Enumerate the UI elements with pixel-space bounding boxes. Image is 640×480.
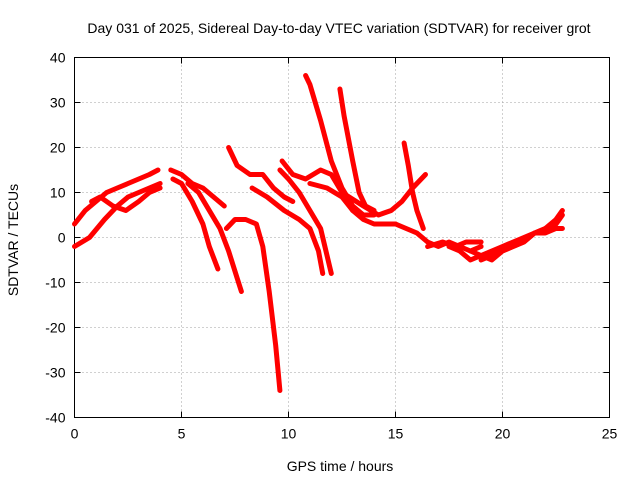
x-tick-label: 0 [71, 426, 79, 442]
y-tick-label: -20 [45, 320, 65, 336]
y-tick-label: 30 [50, 95, 66, 111]
series-trace-18 [425, 239, 484, 249]
series-trace-15 [401, 140, 426, 231]
series-trace-16 [339, 172, 428, 218]
series-trace-5 [170, 176, 221, 272]
y-tick-label: 20 [50, 140, 66, 156]
series-trace-1 [72, 167, 161, 227]
grid [74, 57, 610, 418]
series-trace-19 [446, 212, 565, 263]
y-tick-label: -30 [45, 365, 65, 381]
axis-ticks [74, 57, 610, 418]
y-tick-label: 0 [58, 230, 66, 246]
series-trace-20 [467, 208, 565, 258]
y-axis-label: SDTVAR / TECUs [5, 184, 21, 296]
x-tick-labels: 0 5 10 15 20 25 [71, 426, 618, 442]
x-tick-label: 20 [495, 426, 511, 442]
series-trace-14 [307, 181, 398, 227]
x-axis-label: GPS time / hours [287, 458, 394, 474]
y-tick-label: -40 [45, 410, 65, 426]
series-trace-9 [249, 185, 326, 276]
y-tick-label: 10 [50, 185, 66, 201]
y-tick-label: -10 [45, 275, 65, 291]
series-trace-6 [185, 181, 244, 294]
y-tick-labels: -40 -30 -20 -10 0 10 20 30 40 [45, 50, 65, 426]
x-tick-label: 5 [178, 426, 186, 442]
series-trace-8 [226, 145, 296, 204]
series-trace-2 [72, 181, 163, 249]
data-traces [72, 73, 565, 393]
series-trace-4 [168, 167, 227, 209]
series-trace-10 [277, 167, 334, 276]
x-tick-label: 15 [388, 426, 404, 442]
series-trace-17 [393, 221, 484, 254]
x-tick-label: 25 [602, 426, 618, 442]
series-trace-21 [478, 226, 565, 263]
series-trace-3 [89, 185, 163, 213]
y-tick-label: 40 [50, 50, 66, 66]
series-trace-12 [303, 73, 377, 218]
x-tick-label: 10 [281, 426, 297, 442]
series-trace-7 [223, 217, 283, 393]
chart-title: Day 031 of 2025, Sidereal Day-to-day VTE… [87, 20, 590, 36]
